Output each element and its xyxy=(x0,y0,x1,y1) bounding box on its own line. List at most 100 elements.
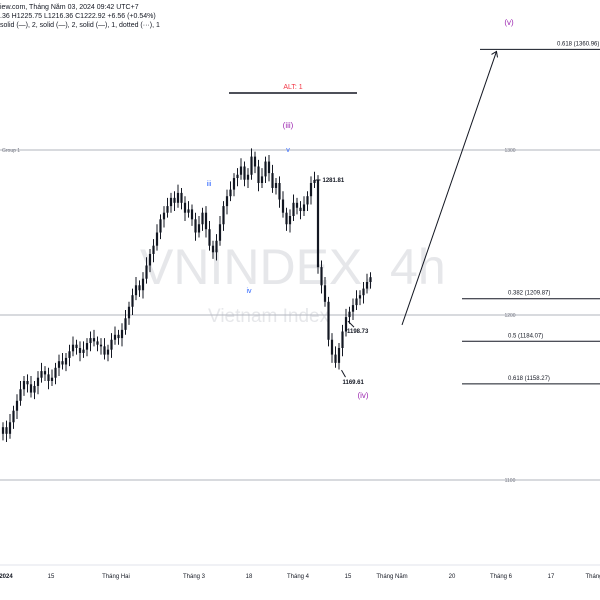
candle-body xyxy=(271,173,274,188)
x-tick-label: Tháng 6 xyxy=(490,574,513,580)
alt-label: ALT: 1 xyxy=(283,84,302,91)
candle-body xyxy=(264,161,267,177)
candle-body xyxy=(260,176,264,183)
candle-body xyxy=(299,207,302,212)
watermark-symbol: VNINDEX, 4h xyxy=(140,239,446,295)
candle-body xyxy=(166,206,169,213)
candle-body xyxy=(99,344,103,347)
candle-body xyxy=(341,331,344,348)
price-label-pointer xyxy=(347,320,355,328)
candle-body xyxy=(313,180,316,183)
candle-body xyxy=(281,199,285,213)
candle-body xyxy=(229,189,232,197)
candle-body xyxy=(54,367,57,378)
candle-body xyxy=(40,371,43,378)
candle-body xyxy=(68,351,71,358)
candle-body xyxy=(92,338,96,342)
watermark-name: Vietnam Index xyxy=(208,306,330,327)
candle-body xyxy=(351,305,355,312)
wave-label: v xyxy=(286,147,290,154)
chart-header-indicators: solid (—), 2, solid (—), 2, solid (—), 1… xyxy=(0,22,160,29)
candle-body xyxy=(267,161,271,174)
candle-body xyxy=(162,212,166,220)
candle-body xyxy=(110,339,113,350)
candle-body xyxy=(232,178,236,190)
candle-body xyxy=(78,348,82,353)
candle-body xyxy=(85,343,89,350)
candle-body xyxy=(159,219,162,233)
candle-body xyxy=(334,354,337,363)
chart-header-line-1: iew.com, Tháng Năm 03, 2024 09:42 UTC+7 xyxy=(0,4,139,11)
candle-body xyxy=(71,344,75,352)
candle-body xyxy=(320,267,323,286)
price-label: 1281.81 xyxy=(323,178,345,184)
price-label: 1169.61 xyxy=(343,380,365,386)
candle-body xyxy=(145,265,148,279)
x-tick-label: 2024 xyxy=(0,574,13,580)
candle-body xyxy=(22,381,26,390)
candle-body xyxy=(36,377,40,386)
horizontal-line-left-label: Group 1 xyxy=(2,148,20,154)
candle-body xyxy=(344,317,348,332)
candle-body xyxy=(113,334,117,340)
candle-body xyxy=(57,361,61,368)
candle-body xyxy=(218,224,222,241)
candle-body xyxy=(292,202,295,216)
candle-body xyxy=(257,166,260,183)
candle-body xyxy=(131,295,134,307)
candle-body xyxy=(302,204,306,212)
candle-body xyxy=(187,209,190,213)
candle-body xyxy=(173,197,176,203)
candle-body xyxy=(82,349,85,353)
candle-body xyxy=(201,212,204,225)
candle-body xyxy=(106,349,110,355)
candle-body xyxy=(362,288,365,296)
candle-body xyxy=(134,285,138,296)
candle-body xyxy=(253,156,257,167)
candle-body xyxy=(5,427,8,434)
x-tick-label: 20 xyxy=(449,574,456,580)
forecast-arrow-head xyxy=(491,50,498,58)
candle-body xyxy=(12,410,15,423)
candle-body xyxy=(285,212,288,225)
candle-body xyxy=(152,245,155,254)
candle-body xyxy=(355,298,358,306)
price-label-pointer xyxy=(341,369,346,378)
forecast-arrow-line xyxy=(401,51,497,326)
candle-body xyxy=(1,427,5,434)
candle-body xyxy=(19,389,22,401)
candle-body xyxy=(327,301,330,340)
wave-label: iv xyxy=(246,288,252,295)
candle-body xyxy=(176,192,180,203)
candle-body xyxy=(89,338,92,344)
candle-body xyxy=(295,202,299,208)
candle-body xyxy=(194,219,197,233)
candle-body xyxy=(141,278,145,291)
candle-body xyxy=(61,361,64,365)
candle-body xyxy=(64,357,68,365)
candle-body xyxy=(348,311,351,318)
candle-body xyxy=(8,422,12,434)
candle-body xyxy=(127,306,131,319)
candle-body xyxy=(124,318,127,330)
x-tick-label: Tháng 4 xyxy=(287,574,310,580)
candle-body xyxy=(183,202,187,213)
candle-body xyxy=(274,183,278,188)
candle-body xyxy=(204,212,208,230)
x-tick-label: 15 xyxy=(48,574,55,580)
chart-header-ohlc: .36 H1225.75 L1216.36 C1222.92 +6.56 (+0… xyxy=(0,13,156,20)
x-tick-label: Tháng 3 xyxy=(183,574,206,580)
candle-body xyxy=(250,156,253,175)
candle-body xyxy=(288,216,292,225)
candle-body xyxy=(50,377,54,381)
candle-body xyxy=(278,183,281,200)
candle-body xyxy=(225,196,229,207)
horizontal-line-label-1300: 1300 xyxy=(504,148,515,154)
candle-body xyxy=(75,344,78,348)
candle-body xyxy=(29,384,33,393)
candle-body xyxy=(365,282,369,289)
x-tick-label: Tháng Năm xyxy=(376,574,407,580)
candle-body xyxy=(120,329,124,339)
wave-label: iii xyxy=(207,181,212,188)
